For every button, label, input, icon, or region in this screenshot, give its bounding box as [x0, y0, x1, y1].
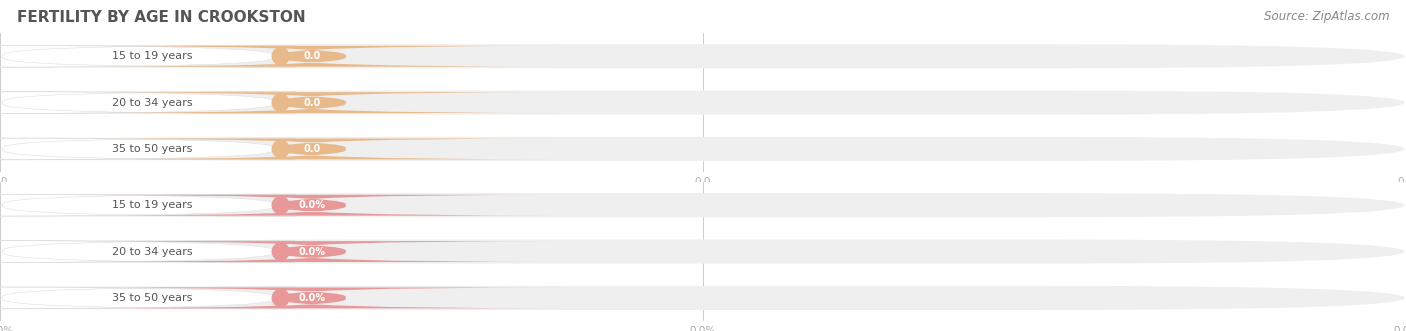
Text: 20 to 34 years: 20 to 34 years: [112, 98, 193, 108]
FancyBboxPatch shape: [60, 287, 564, 308]
FancyBboxPatch shape: [1, 91, 1405, 115]
Text: Source: ZipAtlas.com: Source: ZipAtlas.com: [1264, 10, 1389, 23]
Text: 0.0: 0.0: [304, 98, 321, 108]
Text: 15 to 19 years: 15 to 19 years: [112, 200, 193, 210]
FancyBboxPatch shape: [0, 138, 295, 160]
Text: 35 to 50 years: 35 to 50 years: [112, 293, 193, 303]
FancyBboxPatch shape: [1, 240, 1405, 263]
Ellipse shape: [271, 242, 290, 261]
FancyBboxPatch shape: [1, 286, 1405, 310]
Ellipse shape: [271, 47, 290, 66]
FancyBboxPatch shape: [60, 195, 564, 216]
FancyBboxPatch shape: [1, 44, 1405, 68]
Ellipse shape: [271, 289, 290, 307]
Ellipse shape: [271, 196, 290, 214]
Ellipse shape: [271, 93, 290, 112]
Text: 15 to 19 years: 15 to 19 years: [112, 51, 193, 61]
Text: 35 to 50 years: 35 to 50 years: [112, 144, 193, 154]
FancyBboxPatch shape: [0, 241, 295, 262]
Text: 0.0: 0.0: [304, 51, 321, 61]
FancyBboxPatch shape: [0, 287, 295, 309]
FancyBboxPatch shape: [60, 139, 564, 160]
Text: 20 to 34 years: 20 to 34 years: [112, 247, 193, 257]
FancyBboxPatch shape: [1, 193, 1405, 217]
Ellipse shape: [271, 140, 290, 158]
FancyBboxPatch shape: [60, 241, 564, 262]
Text: 0.0%: 0.0%: [298, 200, 326, 210]
Text: 0.0: 0.0: [304, 144, 321, 154]
Text: FERTILITY BY AGE IN CROOKSTON: FERTILITY BY AGE IN CROOKSTON: [17, 10, 305, 25]
FancyBboxPatch shape: [0, 45, 295, 67]
FancyBboxPatch shape: [0, 92, 295, 114]
Text: 0.0%: 0.0%: [298, 293, 326, 303]
FancyBboxPatch shape: [60, 92, 564, 113]
FancyBboxPatch shape: [1, 137, 1405, 161]
FancyBboxPatch shape: [0, 194, 295, 216]
FancyBboxPatch shape: [60, 46, 564, 67]
Text: 0.0%: 0.0%: [298, 247, 326, 257]
